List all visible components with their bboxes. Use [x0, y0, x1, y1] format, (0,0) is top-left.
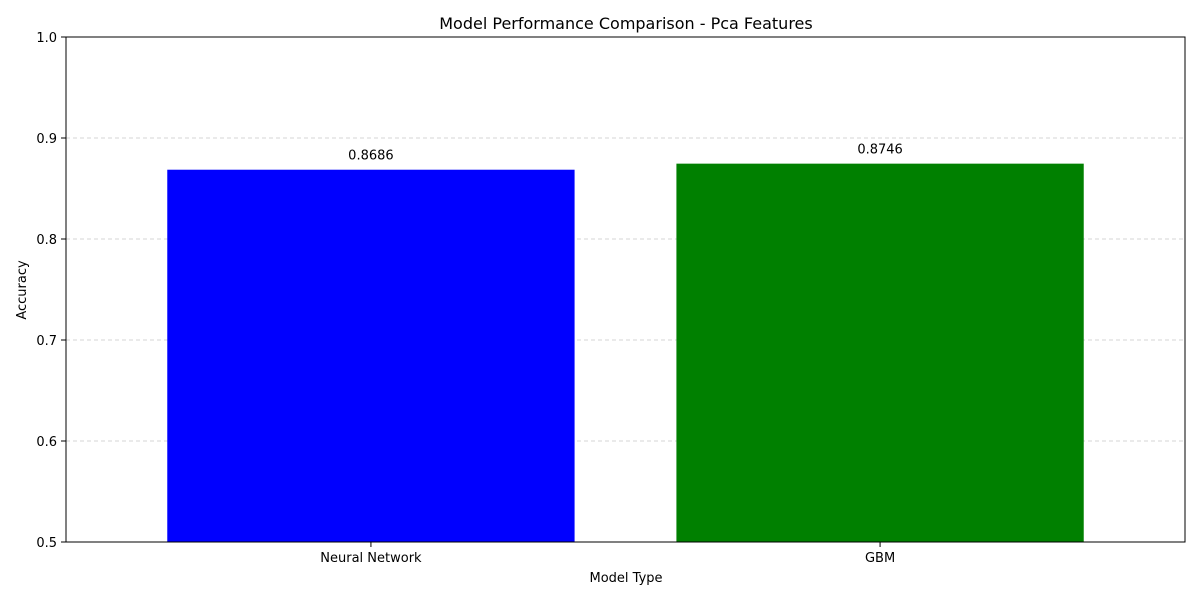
plot-frame: [65, 36, 1186, 543]
x-axis-label: Model Type: [589, 571, 662, 586]
bars: [167, 163, 1084, 543]
y-tick-label: 0.7: [36, 334, 57, 349]
bar: [676, 163, 1084, 543]
y-axis: 0.5 0.6 0.7 0.8 0.9 1.0: [36, 31, 66, 551]
bar-value-label: 0.8686: [348, 149, 394, 164]
x-axis: Neural Network GBM: [320, 542, 895, 566]
data-labels: 0.8686 0.8746: [348, 143, 903, 164]
y-tick-label: 0.9: [36, 132, 57, 147]
y-tick-label: 0.6: [36, 435, 57, 450]
x-tick-label: Neural Network: [320, 551, 422, 566]
y-axis-label: Accuracy: [15, 260, 30, 320]
y-tick-label: 1.0: [36, 31, 57, 46]
y-tick-label: 0.5: [36, 536, 57, 551]
y-tick-label: 0.8: [36, 233, 57, 248]
bar-value-label: 0.8746: [857, 143, 903, 158]
bar: [167, 169, 575, 543]
x-tick-label: GBM: [865, 551, 895, 566]
chart-title: Model Performance Comparison - Pca Featu…: [439, 14, 812, 33]
